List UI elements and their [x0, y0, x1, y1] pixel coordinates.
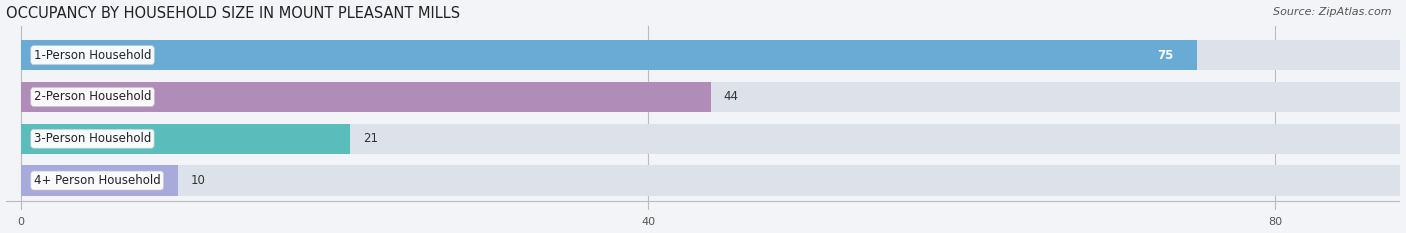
Bar	[21, 124, 1400, 154]
Bar	[21, 40, 1400, 70]
Text: 10: 10	[190, 174, 205, 187]
Text: 1-Person Household: 1-Person Household	[34, 49, 152, 62]
Text: 4+ Person Household: 4+ Person Household	[34, 174, 160, 187]
Text: 21: 21	[363, 132, 378, 145]
Bar	[21, 124, 350, 154]
Text: 3-Person Household: 3-Person Household	[34, 132, 150, 145]
Text: 44: 44	[723, 90, 738, 103]
Bar	[21, 40, 1197, 70]
Bar	[21, 82, 711, 112]
Text: 2-Person Household: 2-Person Household	[34, 90, 152, 103]
Text: 75: 75	[1157, 49, 1173, 62]
Bar	[21, 82, 1400, 112]
Bar	[21, 165, 1400, 195]
Bar	[21, 165, 179, 195]
Text: Source: ZipAtlas.com: Source: ZipAtlas.com	[1274, 7, 1392, 17]
Text: OCCUPANCY BY HOUSEHOLD SIZE IN MOUNT PLEASANT MILLS: OCCUPANCY BY HOUSEHOLD SIZE IN MOUNT PLE…	[6, 6, 460, 21]
